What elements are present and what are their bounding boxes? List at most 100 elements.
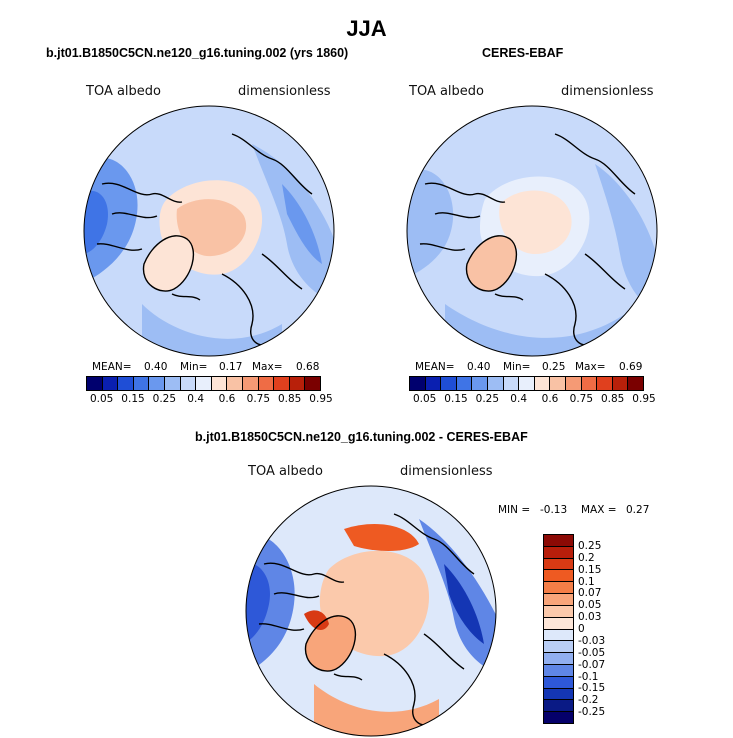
panel3-title: b.jt01.B1850C5CN.ne120_g16.tuning.002 - …	[195, 430, 528, 444]
panel2-min-label: Min=	[503, 361, 531, 373]
panel2-units-label: dimensionless	[561, 84, 654, 99]
panel3-colorbar-swatch	[544, 664, 573, 677]
panel1-colorbar-swatch	[196, 377, 212, 390]
panel3-field-strongest-positive	[304, 610, 329, 630]
panel3-field-strong-positive-north	[344, 524, 419, 551]
panel1-colorbar-ticks: 0.05 0.15 0.25 0.4 0.6 0.75 0.85 0.95	[86, 393, 333, 407]
panel2-field-low-west	[407, 169, 454, 279]
panel1-polar-map	[83, 105, 335, 357]
panel3-colorbar-tick-label: 0.03	[578, 611, 602, 624]
panel2-colorbar-tick-label: 0.25	[475, 393, 500, 405]
panel1-field-higher-center	[176, 199, 247, 257]
panel1-colorbar-swatch	[149, 377, 165, 390]
panel3-min-value: -0.13	[540, 504, 568, 516]
panel1-colorbar-swatch	[133, 377, 150, 390]
panel3-field-positive-south	[314, 684, 439, 736]
panel3-colorbar-tick-label: 0.2	[578, 551, 595, 564]
panel1-colorbar-tick-label: 0.4	[187, 393, 205, 405]
panel2-colorbar-tick-label: 0.85	[600, 393, 625, 405]
panel3-colorbar-swatch	[544, 594, 573, 606]
panel3-colorbar-tick-label: 0.15	[578, 563, 602, 576]
panel1-colorbar-tick-label: 0.75	[246, 393, 271, 405]
panel2-max-value: 0.69	[619, 361, 643, 373]
panel3-colorbar-swatch	[544, 700, 573, 713]
panel1-colorbar-tick-label: 0.85	[277, 393, 302, 405]
page-title: JJA	[346, 16, 387, 41]
panel2-field-low-east	[595, 164, 657, 314]
panel1-field-low-south	[142, 304, 282, 356]
panel3-polar-map	[245, 485, 497, 737]
panel1-colorbar-tick-label: 0.25	[152, 393, 177, 405]
panel1-map-border	[83, 105, 335, 357]
panel1-title: b.jt01.B1850C5CN.ne120_g16.tuning.002 (y…	[46, 46, 349, 60]
panel1-colorbar-swatch	[258, 377, 275, 390]
panel3-colorbar-swatch	[544, 653, 573, 665]
panel3-colorbar-swatch	[544, 676, 573, 689]
panel2-colorbar	[409, 376, 644, 391]
panel3-colorbar-swatch	[544, 546, 573, 559]
panel2-colorbar-swatch	[597, 377, 613, 390]
panel2-colorbar-swatch	[441, 377, 457, 390]
panel2-polar-map	[406, 105, 658, 357]
panel2-colorbar-swatch	[612, 377, 629, 390]
panel3-colorbar-swatch	[544, 688, 573, 701]
panel2-mean-label: MEAN=	[415, 361, 455, 373]
panel3-field-strong-negative-west	[246, 563, 270, 644]
panel1-colorbar-swatch	[87, 377, 103, 390]
panel3-colorbar-tick-label: -0.15	[578, 682, 606, 695]
panel2-colorbar-swatch	[581, 377, 598, 390]
panel1-colorbar-swatch	[180, 377, 197, 390]
panel1-colorbar-swatch	[211, 377, 228, 390]
panel2-colorbar-tick-label: 0.95	[632, 393, 656, 405]
panel3-variable-label: TOA albedo	[248, 464, 324, 479]
panel1-colorbar-swatch	[227, 377, 243, 390]
panel2-mean-value: 0.40	[467, 361, 491, 373]
panel2-min-value: 0.25	[542, 361, 566, 373]
panel3-colorbar-swatch	[544, 605, 573, 618]
panel1-colorbar-swatch	[164, 377, 181, 390]
panel1-field-low-west	[84, 157, 138, 284]
panel2-field-high-center	[499, 190, 572, 254]
panel3-colorbar-tick-label: -0.07	[578, 658, 606, 671]
panel3-colorbar-tick-label: -0.25	[578, 706, 606, 719]
panel3-colorbar-tick-label: 0.25	[578, 539, 602, 552]
panel3-colorbar-swatch	[544, 617, 573, 630]
panel3-greenland	[305, 615, 356, 672]
panel2-map-border	[406, 105, 658, 357]
panel1-mean-label: MEAN=	[92, 361, 132, 373]
panel2-field-low-south	[445, 304, 625, 356]
panel2-colorbar-swatch	[487, 377, 504, 390]
panel1-colorbar-tick-label: 0.05	[89, 393, 114, 405]
panel3-field-strong-negative-east	[444, 564, 484, 644]
panel2-colorbar-swatch	[550, 377, 566, 390]
panel3-colorbar-tick-label: -0.1	[578, 670, 599, 683]
panel2-colorbar-swatch	[410, 377, 426, 390]
panel3-colorbar-tick-label: -0.05	[578, 646, 606, 659]
panel1-colorbar-swatch	[242, 377, 259, 390]
panel3-colorbar-swatch	[544, 629, 573, 642]
panel3-min-label: MIN =	[498, 504, 531, 516]
panel1-mean-value: 0.40	[144, 361, 168, 373]
panel1-colorbar-swatch	[102, 377, 119, 390]
panel3-colorbar-tick-label: 0.07	[578, 587, 602, 600]
panel1-colorbar	[86, 376, 321, 391]
panel1-min-label: Min=	[180, 361, 208, 373]
panel3-colorbar-tick-label: 0.05	[578, 599, 602, 612]
panel3-colorbar-swatch	[544, 535, 573, 547]
panel2-colorbar-tick-label: 0.4	[510, 393, 528, 405]
panel1-min-value: 0.17	[219, 361, 243, 373]
panel1-max-label: Max=	[252, 361, 283, 373]
panel3-colorbar-swatch	[544, 570, 573, 583]
panel2-colorbar-swatch	[503, 377, 520, 390]
panel1-colorbar-swatch	[274, 377, 290, 390]
panel1-colorbar-swatch	[289, 377, 306, 390]
panel3-coastlines	[258, 513, 475, 726]
panel2-colorbar-swatch	[534, 377, 551, 390]
panel3-colorbar-ticks: 0.25 0.2 0.15 0.1 0.07 0.05 0.03 0 -0.03 -0.05 -0.…	[578, 534, 638, 722]
panel3-colorbar-swatch	[544, 558, 573, 571]
panel2-colorbar-tick-label: 0.6	[541, 393, 559, 405]
panel3-colorbar	[543, 534, 574, 724]
panel2-colorbar-tick-label: 0.15	[444, 393, 468, 405]
panel2-colorbar-swatch	[519, 377, 535, 390]
panel1-colorbar-swatch	[118, 377, 134, 390]
